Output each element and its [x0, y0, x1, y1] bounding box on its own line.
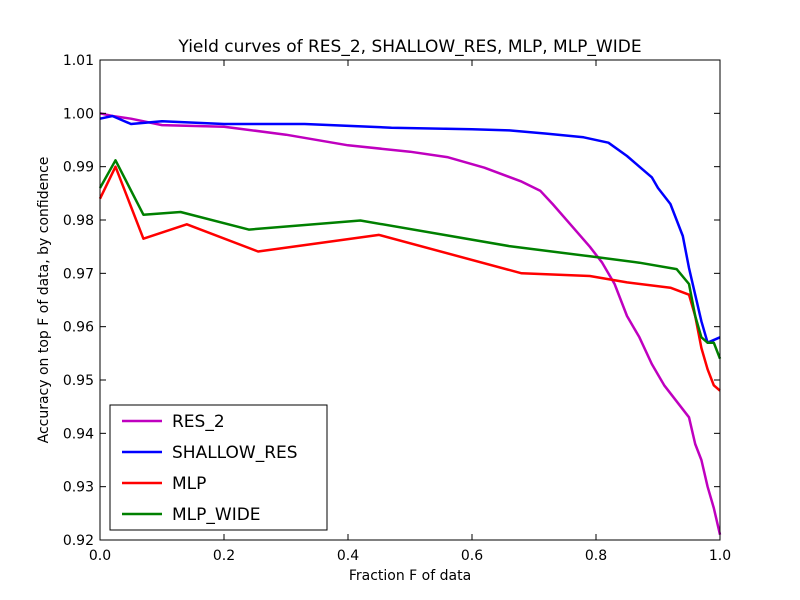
y-tick-label: 0.98 — [63, 213, 94, 229]
legend-label: RES_2 — [172, 412, 225, 432]
y-tick-label: 1.00 — [63, 106, 94, 122]
x-tick-label: 0.6 — [461, 548, 483, 564]
plot-lines — [98, 112, 722, 535]
series-line-mlp — [98, 165, 721, 392]
x-tick-label: 0.4 — [337, 548, 359, 564]
x-tick-label: 0.2 — [213, 548, 235, 564]
y-tick-label: 0.97 — [63, 266, 94, 282]
y-tick-label: 0.99 — [63, 160, 94, 176]
x-axis-label: Fraction F of data — [349, 568, 471, 584]
y-axis-label: Accuracy on top F of data, by confidence — [36, 157, 52, 444]
series-line-shallow-res — [99, 114, 721, 344]
x-tick-label: 0.0 — [89, 548, 111, 564]
axis-ticks: 0.0 0.2 0.4 0.6 0.8 1.0 0.92 0.93 0.94 0.95 0.96 0.… — [63, 53, 731, 564]
y-tick-label: 0.95 — [63, 373, 94, 389]
legend: RES_2 SHALLOW_RES MLP MLP_WIDE — [109, 404, 328, 531]
x-tick-label: 0.8 — [585, 548, 607, 564]
y-tick-label: 0.92 — [63, 533, 94, 549]
legend-label: MLP_WIDE — [172, 505, 261, 525]
legend-label: MLP — [172, 474, 206, 494]
legend-label: SHALLOW_RES — [172, 443, 298, 463]
y-tick-label: 0.94 — [63, 426, 94, 442]
y-tick-label: 0.96 — [63, 320, 94, 336]
chart-title: Yield curves of RES_2, SHALLOW_RES, MLP,… — [177, 37, 641, 57]
y-tick-label: 0.93 — [63, 480, 94, 496]
legend-box — [109, 404, 328, 531]
x-tick-label: 1.0 — [709, 548, 731, 564]
series-line-mlp-wide — [98, 159, 722, 360]
plot-frame — [99, 59, 721, 541]
series-line-res-2 — [99, 112, 722, 535]
y-tick-label: 1.01 — [63, 53, 94, 69]
